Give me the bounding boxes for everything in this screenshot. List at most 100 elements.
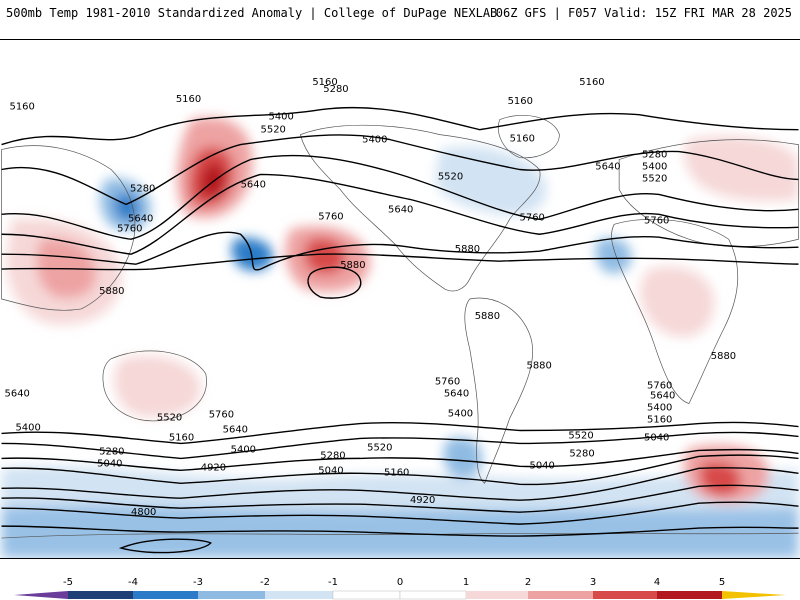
contour-label: 5160: [169, 432, 194, 443]
canada-cold: [434, 146, 547, 216]
contour-label: 5160: [312, 77, 337, 88]
contour-label: 5760: [209, 410, 234, 421]
contour-label: 5280: [569, 448, 594, 459]
southern-indian-warm-core: [699, 461, 741, 496]
contour-label: 5760: [520, 212, 545, 223]
contour-label: 5640: [595, 162, 620, 173]
contour-5280-south: [1, 467, 799, 501]
contour-5640-south: [1, 431, 799, 460]
colorbar-tick: 3: [590, 577, 596, 588]
contour-label: 5640: [128, 213, 153, 224]
north-america-outline: [299, 124, 541, 292]
contour-5040-south: [1, 501, 799, 525]
contour-label: 5400: [362, 135, 387, 146]
australia-outline: [102, 350, 207, 422]
contour-label: 5880: [711, 351, 736, 362]
contour-label: 5160: [384, 467, 409, 478]
contour-label: 5880: [455, 244, 480, 255]
contour-5520-south: [1, 448, 799, 472]
contour-label: 5640: [5, 389, 30, 400]
contour-5880-pacific: [307, 266, 362, 299]
greenland-outline: [498, 115, 560, 159]
colorbar-tick: -5: [63, 577, 73, 588]
contour-label: 5520: [157, 413, 182, 424]
colorbar-tick: 4: [654, 577, 660, 588]
contour-label: 5280: [642, 150, 667, 161]
colorbar-max-arrow: [722, 591, 786, 599]
contour-label: 5040: [318, 465, 343, 476]
colorbar-swatch: [265, 591, 333, 599]
map-title: 500mb Temp 1981-2010 Standardized Anomal…: [6, 6, 498, 20]
anomaly-map: 5160 5160 5160 5160 5160 5160 5280 5280 …: [0, 39, 800, 559]
colorbar-tick: -4: [128, 577, 138, 588]
contour-label: 5880: [475, 311, 500, 322]
contour-label: 5760: [318, 211, 343, 222]
atlantic-cold: [595, 237, 632, 274]
colorbar-swatch: [528, 591, 593, 599]
antarctic-cold: [1, 505, 799, 558]
contour-label: 5640: [444, 389, 469, 400]
colorbar-tick: 0: [397, 577, 403, 588]
contour-5760-north: [1, 253, 799, 271]
contour-4800-south: [118, 538, 212, 554]
contour-5640-north: [1, 231, 799, 271]
contour-label: 5640: [388, 204, 413, 215]
colorbar-tick: -3: [193, 577, 203, 588]
colorbar-swatch: [657, 591, 722, 599]
contour-label: 5640: [650, 391, 675, 402]
anomaly-shading: [1, 117, 799, 558]
contour-label: 5520: [568, 430, 593, 441]
contour-label: 4920: [410, 495, 435, 506]
contour-label: 5160: [176, 94, 201, 105]
contour-label: 4800: [131, 507, 156, 518]
contour-label: 5400: [448, 409, 473, 420]
north-pacific-warm-max: [200, 163, 225, 198]
colorbar-min-arrow: [14, 591, 68, 599]
colorbar-swatch: [332, 590, 401, 600]
africa-outline: [611, 218, 739, 405]
contour-label: 5400: [15, 422, 40, 433]
colorbar-swatch: [68, 591, 133, 599]
contour-label: 5520: [438, 171, 463, 182]
contour-label: 5400: [647, 403, 672, 414]
contour-label: 5160: [10, 102, 35, 113]
contour-labels: 5160 5160 5160 5160 5160 5160 5280 5280 …: [5, 77, 737, 518]
contour-label: 4920: [201, 462, 226, 473]
contour-label: 5280: [99, 446, 124, 457]
contour-label: 5400: [269, 112, 294, 123]
contour-label: 5760: [647, 381, 672, 392]
contour-5520-north: [1, 173, 799, 255]
eurasia-outline: [618, 139, 799, 247]
contour-label: 5040: [97, 458, 122, 469]
contour-label: 5520: [642, 173, 667, 184]
model-run-info: 06Z GFS | F057 Valid: 15Z FRI MAR 28 202…: [495, 6, 792, 20]
contour-label: 5160: [508, 96, 533, 107]
asia-outline-west: [1, 145, 136, 311]
contour-label: 5280: [130, 183, 155, 194]
colorbar-tick: -2: [260, 577, 270, 588]
contour-label: 5040: [530, 460, 555, 471]
south-america-cold: [443, 437, 483, 478]
contour-label: 5880: [340, 260, 365, 271]
contour-5400-south: [1, 454, 799, 486]
contour-5280-north: [1, 134, 799, 206]
contour-label: 5760: [435, 377, 460, 388]
contour-5760-south: [1, 421, 799, 445]
contour-label: 5640: [223, 424, 248, 435]
africa-warm: [640, 266, 715, 338]
contour-label: 5760: [644, 215, 669, 226]
contour-4920-south: [1, 525, 799, 537]
height-contours: [1, 106, 799, 554]
colorbar-swatch: [198, 591, 265, 599]
contour-label: 5280: [323, 84, 348, 95]
colorbar-swatches: [14, 590, 786, 600]
contour-5160-north: [1, 106, 799, 146]
anomaly-colorbar: -5 -4 -3 -2 -1 0 1 2 3 4 5: [14, 577, 786, 600]
contour-label: 5040: [644, 432, 669, 443]
contour-label: 5880: [527, 361, 552, 372]
colorbar-ticks: -5 -4 -3 -2 -1 0 1 2 3 4 5: [63, 577, 725, 588]
contour-label: 5640: [241, 179, 266, 190]
colorbar-swatch: [399, 590, 467, 600]
europe-warm: [683, 135, 799, 202]
colorbar-tick: 1: [463, 577, 469, 588]
